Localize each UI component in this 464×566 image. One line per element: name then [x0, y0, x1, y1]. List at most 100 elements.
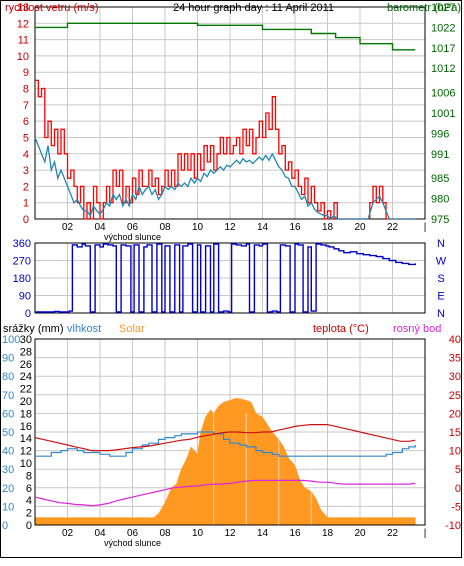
c3-x-tick-label: 04	[94, 528, 106, 539]
c1-right-axis-title: barometr (hPa)	[387, 2, 461, 14]
c3-rain-tick-label: 6	[26, 483, 32, 495]
c1-right-tick-label: 985	[431, 173, 449, 185]
c3-rain-tick-label: 20	[20, 396, 32, 408]
c3-temperature-tick-label: 35	[449, 353, 461, 365]
c1-x-tick-label: 08	[159, 222, 171, 233]
c3-plot-border	[34, 338, 426, 526]
c1-x-tick-label: 14	[257, 222, 269, 233]
c3-humidity-tick-label: 80	[2, 371, 14, 383]
c3-humidity-tick-label: 0	[2, 520, 8, 532]
c3-rain-tick-label: 12	[20, 446, 32, 458]
c3-rain-tick-label: 2	[26, 508, 32, 520]
c1-sunrise-annotation: východ slunce	[104, 232, 161, 242]
c3-humidity-tick-label: 30	[2, 464, 14, 476]
c3-solar-area	[34, 398, 416, 526]
c1-barometer-series	[35, 22, 416, 51]
c3-temperature-tick-label: 0	[455, 483, 461, 495]
c1-chart-title: 24 hour graph day : 11 April 2011	[173, 2, 334, 14]
c3-rain-tick-label: 8	[26, 470, 32, 482]
c3-rain-tick-label: 30	[20, 334, 32, 346]
c2-left-tick-label: 270	[13, 256, 31, 268]
c3-x-tick-label: 22	[387, 528, 399, 539]
c3-humidity-tick-label: 60	[2, 408, 14, 420]
c1-wind-speed-series	[35, 79, 416, 220]
c3-humidity-tick-label: 10	[2, 501, 14, 513]
c3-legend-label: teplota (°C)	[313, 323, 369, 335]
c2-compass-label: S	[437, 273, 444, 285]
c3-temperature-tick-label: -10	[445, 520, 461, 532]
c3-rain-tick-label: 4	[26, 495, 32, 507]
c3-temperature-tick-label: 25	[449, 390, 461, 402]
c3-rain-tick-label: 26	[20, 359, 32, 371]
c1-left-tick-label: 10	[17, 51, 29, 63]
c1-left-axis-title: rychlost vetru (m/s)	[5, 2, 99, 14]
c3-legend-label: vlhkost	[67, 323, 101, 335]
c3-x-tick-label: 16	[289, 528, 301, 539]
c1-right-tick-label: 1027	[431, 2, 455, 14]
c2-compass-label: N	[437, 238, 445, 250]
c1-left-tick-label: 13	[17, 2, 29, 14]
c1-x-tick-label: |	[424, 222, 427, 233]
c1-left-tick-label: 6	[23, 116, 29, 128]
c3-x-tick-label: 06	[127, 528, 139, 539]
c2-left-tick-label: 360	[13, 238, 31, 250]
c3-temperature-series	[34, 424, 416, 452]
c1-left-tick-label: 5	[23, 132, 29, 144]
c3-x-tick-label: 14	[257, 528, 269, 539]
c1-x-tick-label: 18	[322, 222, 334, 233]
c3-temperature-tick-label: 5	[455, 464, 461, 476]
c1-left-tick-label: 7	[23, 100, 29, 112]
c2-compass-label: N	[437, 308, 445, 320]
c3-rain-tick-label: 10	[20, 458, 32, 470]
c3-rain-tick-label: 22	[20, 384, 32, 396]
c1-left-tick-label: 12	[17, 18, 29, 30]
c1-left-tick-label: 0	[23, 214, 29, 226]
c1-left-tick-label: 8	[23, 84, 29, 96]
c1-wind-average-series	[34, 137, 416, 220]
c3-temperature-tick-label: 40	[449, 334, 461, 346]
c3-temperature-tick-label: 20	[449, 408, 461, 420]
c3-rain-tick-label: 16	[20, 421, 32, 433]
c2-compass-label: E	[437, 291, 444, 303]
c1-right-tick-label: 1001	[431, 108, 455, 120]
c3-legend-label: rosný bod	[393, 323, 441, 335]
c1-right-tick-label: 1022	[431, 22, 455, 34]
c3-humidity-tick-label: 50	[2, 427, 14, 439]
c1-right-tick-label: 991	[431, 149, 449, 161]
c1-x-tick-label: 06	[127, 222, 139, 233]
c3-humidity-tick-label: 100	[2, 334, 20, 346]
c3-dew-point-series	[34, 479, 416, 507]
c3-rain-tick-label: 18	[20, 408, 32, 420]
c2-left-tick-label: 0	[25, 308, 31, 320]
c3-legend-label: Solar	[119, 323, 145, 335]
c3-legend-label: srážky (mm)	[3, 323, 64, 335]
c3-x-tick-label: 12	[224, 528, 236, 539]
c3-temperature-tick-label: 15	[449, 427, 461, 439]
c3-rain-tick-label: 14	[20, 433, 32, 445]
c1-left-tick-label: 1	[23, 198, 29, 210]
c1-right-tick-label: 975	[431, 214, 449, 226]
c3-rain-tick-label: 24	[20, 371, 32, 383]
c3-x-tick-label: 18	[322, 528, 334, 539]
c3-temperature-tick-label: -5	[451, 501, 461, 513]
c3-sunrise-annotation: východ slunce	[104, 538, 161, 548]
c1-x-tick-label: 02	[62, 222, 74, 233]
c2-compass-label: W	[436, 256, 447, 268]
c3-x-tick-label: 08	[159, 528, 171, 539]
c1-left-tick-label: 2	[23, 181, 29, 193]
c1-left-tick-label: 11	[18, 35, 29, 47]
c1-right-tick-label: 1012	[431, 63, 455, 75]
c1-right-tick-label: 996	[431, 128, 449, 140]
c1-x-tick-label: 20	[354, 222, 366, 233]
c3-temperature-tick-label: 30	[449, 371, 461, 383]
c1-plot-border	[34, 6, 426, 220]
c2-left-tick-label: 90	[19, 291, 31, 303]
c3-humidity-tick-label: 40	[2, 446, 14, 458]
c2-wind-direction-series	[35, 243, 416, 313]
c1-right-tick-label: 1017	[431, 43, 455, 55]
c1-right-tick-label: 1006	[431, 88, 455, 100]
c3-rain-tick-label: 0	[26, 520, 32, 532]
c1-left-tick-label: 4	[23, 149, 29, 161]
